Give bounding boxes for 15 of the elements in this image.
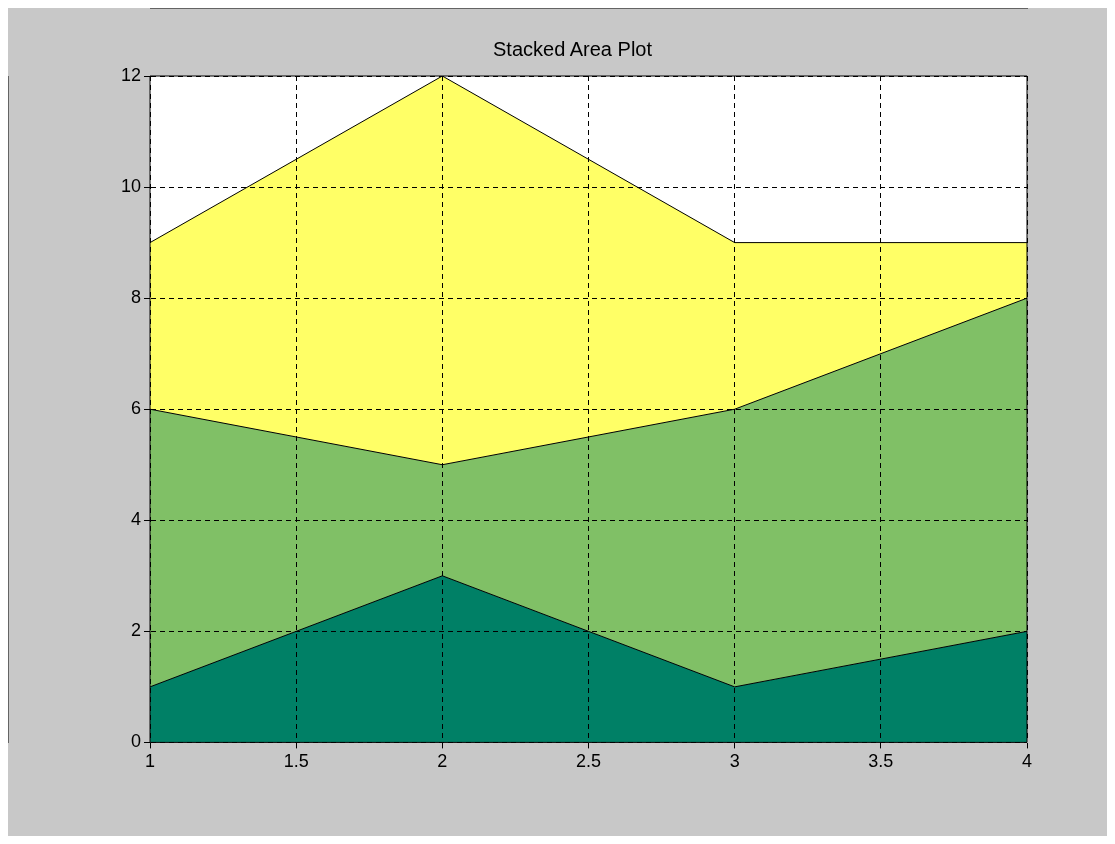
x-tick-label: 3 <box>729 751 740 772</box>
x-tick-label: 2 <box>437 751 448 772</box>
y-tick-label: 12 <box>120 64 142 85</box>
y-tick-label: 10 <box>120 176 142 197</box>
x-tick-label: 4 <box>1021 751 1033 772</box>
chart-title: Stacked Area Plot <box>493 37 653 60</box>
x-tick-label: 1 <box>145 751 156 772</box>
y-tick-label: 4 <box>131 509 142 530</box>
y-tick-label: 2 <box>131 620 142 641</box>
y-tick-label: 6 <box>131 398 142 419</box>
x-tick-label: 2.5 <box>576 751 602 772</box>
x-tick-label: 3.5 <box>868 751 894 772</box>
y-tick-label: 0 <box>131 731 142 752</box>
x-tick-label: 1.5 <box>283 751 309 772</box>
y-tick-label: 8 <box>131 287 142 308</box>
